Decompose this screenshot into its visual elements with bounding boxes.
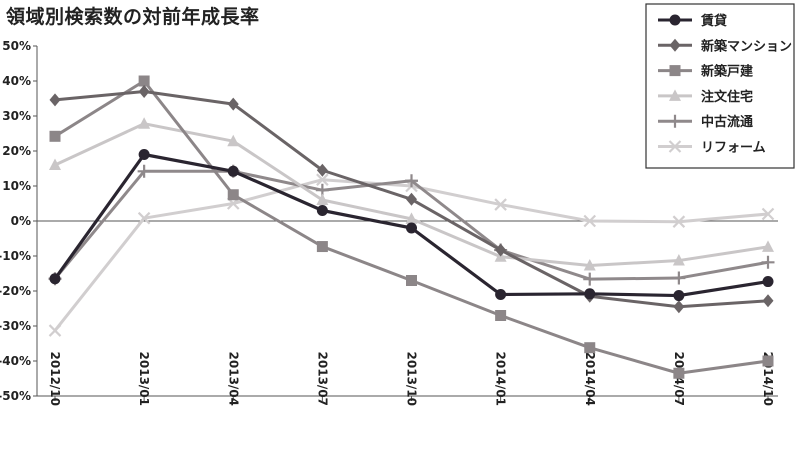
data-point — [494, 198, 507, 211]
data-point — [406, 275, 417, 286]
data-point — [583, 258, 596, 271]
x-tick-label: 2013/07 — [315, 352, 329, 406]
data-point — [762, 240, 774, 252]
data-point — [227, 97, 239, 111]
series-4 — [49, 117, 774, 271]
data-point — [137, 164, 151, 178]
y-tick-label: 40% — [2, 74, 31, 88]
data-point — [762, 355, 774, 367]
data-point — [673, 290, 685, 302]
data-point — [672, 271, 686, 285]
x-tick-label: 2013/01 — [137, 352, 151, 406]
y-tick-label: 30% — [2, 109, 31, 123]
x-tick-label: 2013/04 — [226, 352, 240, 406]
y-tick-label: 20% — [2, 144, 31, 158]
data-point — [495, 289, 507, 300]
legend-label: リフォーム — [701, 141, 766, 156]
data-point — [316, 241, 328, 253]
y-tick-label: -30% — [0, 319, 31, 333]
x-tick-label: 2014/07 — [672, 352, 686, 406]
data-point — [405, 174, 418, 188]
y-tick-label: 0% — [11, 214, 31, 228]
data-point — [673, 300, 685, 314]
y-tick-label: -40% — [0, 354, 31, 368]
series-1 — [49, 149, 774, 302]
data-point — [761, 255, 775, 269]
data-point — [49, 158, 61, 170]
data-point — [584, 288, 596, 300]
legend-marker — [669, 14, 681, 26]
x-tick-label: 2013/10 — [405, 352, 419, 406]
legend-marker — [668, 114, 682, 128]
legend-marker — [669, 65, 681, 77]
data-point — [49, 273, 61, 285]
legend-marker — [669, 89, 681, 101]
data-point — [138, 85, 150, 98]
data-point — [316, 205, 328, 216]
legend-label: 新築戸建 — [701, 64, 753, 80]
data-point — [49, 93, 61, 107]
y-tick-label: -20% — [0, 284, 31, 298]
x-tick-label: 2014/01 — [494, 352, 508, 406]
legend-marker — [669, 38, 681, 52]
data-point — [227, 165, 239, 177]
data-point — [137, 211, 151, 225]
legend-label: 賃貸 — [700, 13, 727, 29]
y-tick-label: 50% — [2, 39, 31, 53]
y-tick-label: -50% — [0, 389, 31, 403]
series-group — [48, 75, 775, 379]
legend-marker — [668, 140, 682, 153]
data-point — [584, 342, 596, 354]
series-2 — [49, 85, 774, 314]
data-point — [316, 193, 329, 205]
legend-label: 注文住宅 — [701, 89, 753, 105]
data-point — [138, 75, 150, 87]
data-point — [673, 367, 685, 379]
data-point — [405, 212, 418, 224]
data-point — [138, 149, 150, 160]
data-point — [227, 189, 239, 201]
data-point — [495, 243, 507, 257]
chart-title: 領域別検索数の対前年成長率 — [6, 6, 260, 28]
data-point — [48, 324, 62, 337]
y-tick-label: 10% — [2, 179, 31, 193]
x-axis-labels: 2012/10 2013/01 2013/04 2013/07 2013/10 2014/… — [48, 352, 775, 406]
data-point — [316, 163, 328, 177]
data-point — [583, 272, 597, 286]
x-tick-label: 2014/04 — [583, 352, 597, 406]
data-point — [762, 276, 774, 288]
x-tick-label: 2012/10 — [48, 352, 62, 406]
data-point — [672, 215, 686, 228]
data-point — [761, 207, 775, 221]
data-point — [406, 192, 417, 206]
legend-label: 中古流通 — [701, 114, 753, 130]
data-point — [138, 117, 151, 129]
data-point — [406, 222, 417, 234]
legend-label: 新築マンション — [701, 38, 792, 54]
data-point — [316, 173, 329, 186]
data-point — [762, 294, 774, 308]
data-point — [227, 134, 240, 147]
y-tick-label: -10% — [0, 249, 31, 263]
data-point — [672, 254, 685, 266]
series-3 — [49, 75, 774, 379]
y-axis-labels: 50% 40% 30% 20% 10% 0% -10% -20% -30% -40% -50% — [0, 39, 31, 403]
data-point — [495, 310, 507, 321]
data-point — [49, 130, 61, 142]
data-point — [583, 214, 597, 228]
